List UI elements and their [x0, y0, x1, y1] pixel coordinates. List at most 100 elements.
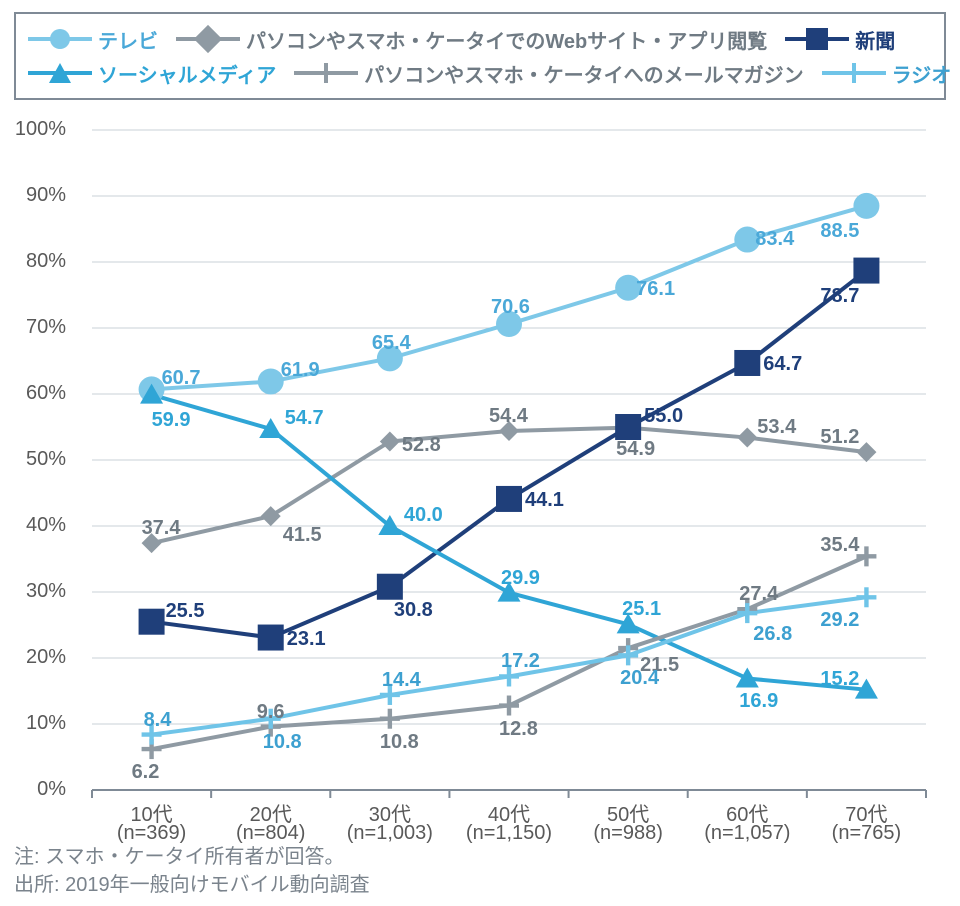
data-label-newspaper-5: 64.7: [763, 353, 802, 376]
ytick-label: 0%: [10, 778, 66, 801]
chart-stage: テレビ パソコンやスマホ・ケータイでのWebサイト・アプリ閲覧 新聞ソーシャルメディ…: [0, 0, 960, 906]
legend-item-web: パソコンやスマホ・ケータイでのWebサイト・アプリ閲覧: [176, 25, 767, 54]
ytick-label: 50%: [10, 448, 66, 471]
data-label-radio-1: 10.8: [263, 731, 302, 754]
data-label-social-3: 29.9: [501, 567, 540, 590]
data-label-radio-4: 20.4: [620, 667, 659, 690]
data-label-radio-0: 8.4: [144, 709, 172, 732]
data-label-tv-3: 70.6: [491, 296, 530, 319]
legend-swatch: [822, 61, 886, 85]
marker-square: [806, 28, 828, 50]
marker-newspaper-2: [377, 574, 403, 600]
data-label-social-1: 54.7: [285, 407, 324, 430]
marker-newspaper-4: [615, 414, 641, 440]
marker-radio-6: [856, 587, 876, 607]
data-label-web-2: 52.8: [402, 434, 441, 457]
legend-item-radio: ラジオ: [822, 59, 952, 88]
data-label-mailmag-0: 6.2: [132, 761, 160, 784]
data-label-newspaper-2: 30.8: [394, 599, 433, 622]
data-label-newspaper-0: 25.5: [166, 600, 205, 623]
legend-label: パソコンやスマホ・ケータイへのメールマガジン: [364, 59, 803, 88]
ytick-label: 60%: [10, 382, 66, 405]
data-label-social-6: 15.2: [820, 668, 859, 691]
legend-swatch: [28, 27, 92, 51]
data-label-mailmag-3: 12.8: [499, 718, 538, 741]
marker-newspaper-1: [258, 625, 284, 651]
marker-web-5: [737, 428, 757, 448]
marker-web-2: [380, 432, 400, 452]
data-label-social-5: 16.9: [739, 690, 778, 713]
data-label-web-0: 37.4: [142, 517, 181, 540]
data-label-radio-5: 26.8: [753, 623, 792, 646]
data-label-tv-0: 60.7: [162, 367, 201, 390]
data-label-tv-1: 61.9: [281, 359, 320, 382]
legend-label: 新聞: [855, 25, 895, 54]
marker-plus: [316, 63, 336, 83]
marker-mailmag-3: [499, 696, 519, 716]
xtick-n-label: (n=765): [796, 822, 936, 845]
data-label-web-4: 54.9: [616, 438, 655, 461]
data-label-radio-3: 17.2: [501, 650, 540, 673]
data-label-mailmag-1: 9.6: [257, 701, 285, 724]
data-label-social-4: 25.1: [622, 598, 661, 621]
ytick-label: 30%: [10, 580, 66, 603]
legend-label: ラジオ: [892, 59, 952, 88]
data-label-mailmag-6: 35.4: [820, 534, 859, 557]
data-label-newspaper-3: 44.1: [525, 489, 564, 512]
marker-diamond: [194, 25, 222, 53]
ytick-label: 20%: [10, 646, 66, 669]
marker-web-6: [856, 442, 876, 462]
marker-triangle: [49, 63, 71, 83]
data-label-tv-4: 76.1: [636, 278, 675, 301]
chart-svg: [72, 130, 936, 790]
footnote-0: 注: スマホ・ケータイ所有者が回答。: [14, 840, 345, 869]
marker-mailmag-6: [856, 546, 876, 566]
legend-row: ソーシャルメディアパソコンやスマホ・ケータイへのメールマガジンラジオ: [28, 56, 932, 90]
data-label-newspaper-6: 78.7: [820, 285, 859, 308]
footnote-1: 出所: 2019年一般向けモバイル動向調査: [14, 868, 370, 897]
legend-label: テレビ: [98, 25, 158, 54]
data-label-tv-5: 83.4: [755, 228, 794, 251]
ytick-label: 70%: [10, 316, 66, 339]
data-label-radio-2: 14.4: [382, 669, 421, 692]
marker-tv-6: [853, 193, 879, 219]
marker-newspaper-5: [734, 350, 760, 376]
legend-row: テレビ パソコンやスマホ・ケータイでのWebサイト・アプリ閲覧 新聞: [28, 22, 932, 56]
marker-plus: [844, 63, 864, 83]
data-label-web-5: 53.4: [757, 416, 796, 439]
chart-area: 0%10%20%30%40%50%60%70%80%90%100%10代(n=3…: [72, 130, 936, 790]
data-label-web-3: 54.4: [489, 405, 528, 428]
legend-item-mailmag: パソコンやスマホ・ケータイへのメールマガジン: [294, 59, 803, 88]
data-label-mailmag-5: 27.4: [739, 583, 778, 606]
data-label-web-1: 41.5: [283, 524, 322, 547]
data-label-web-6: 51.2: [820, 426, 859, 449]
marker-newspaper-3: [496, 486, 522, 512]
marker-mailmag-2: [380, 709, 400, 729]
ytick-label: 40%: [10, 514, 66, 537]
legend: テレビ パソコンやスマホ・ケータイでのWebサイト・アプリ閲覧 新聞ソーシャルメディ…: [14, 12, 946, 100]
data-label-tv-6: 88.5: [820, 220, 859, 243]
legend-swatch: [785, 27, 849, 51]
data-label-newspaper-1: 23.1: [287, 628, 326, 651]
legend-item-tv: テレビ: [28, 25, 158, 54]
data-label-radio-6: 29.2: [820, 609, 859, 632]
ytick-label: 10%: [10, 712, 66, 735]
ytick-label: 80%: [10, 250, 66, 273]
legend-item-newspaper: 新聞: [785, 25, 895, 54]
marker-web-1: [261, 506, 281, 526]
legend-label: パソコンやスマホ・ケータイでのWebサイト・アプリ閲覧: [246, 25, 767, 54]
data-label-social-2: 40.0: [404, 504, 443, 527]
marker-circle: [50, 29, 70, 49]
legend-swatch: [28, 61, 92, 85]
data-label-tv-2: 65.4: [372, 332, 411, 355]
legend-item-social: ソーシャルメディア: [28, 59, 276, 88]
legend-label: ソーシャルメディア: [98, 59, 276, 88]
ytick-label: 90%: [10, 184, 66, 207]
marker-newspaper-6: [853, 258, 879, 284]
data-label-social-0: 59.9: [152, 409, 191, 432]
data-label-newspaper-4: 55.0: [644, 405, 683, 428]
legend-swatch: [176, 27, 240, 51]
data-label-mailmag-2: 10.8: [380, 731, 419, 754]
legend-swatch: [294, 61, 358, 85]
ytick-label: 100%: [10, 118, 66, 141]
